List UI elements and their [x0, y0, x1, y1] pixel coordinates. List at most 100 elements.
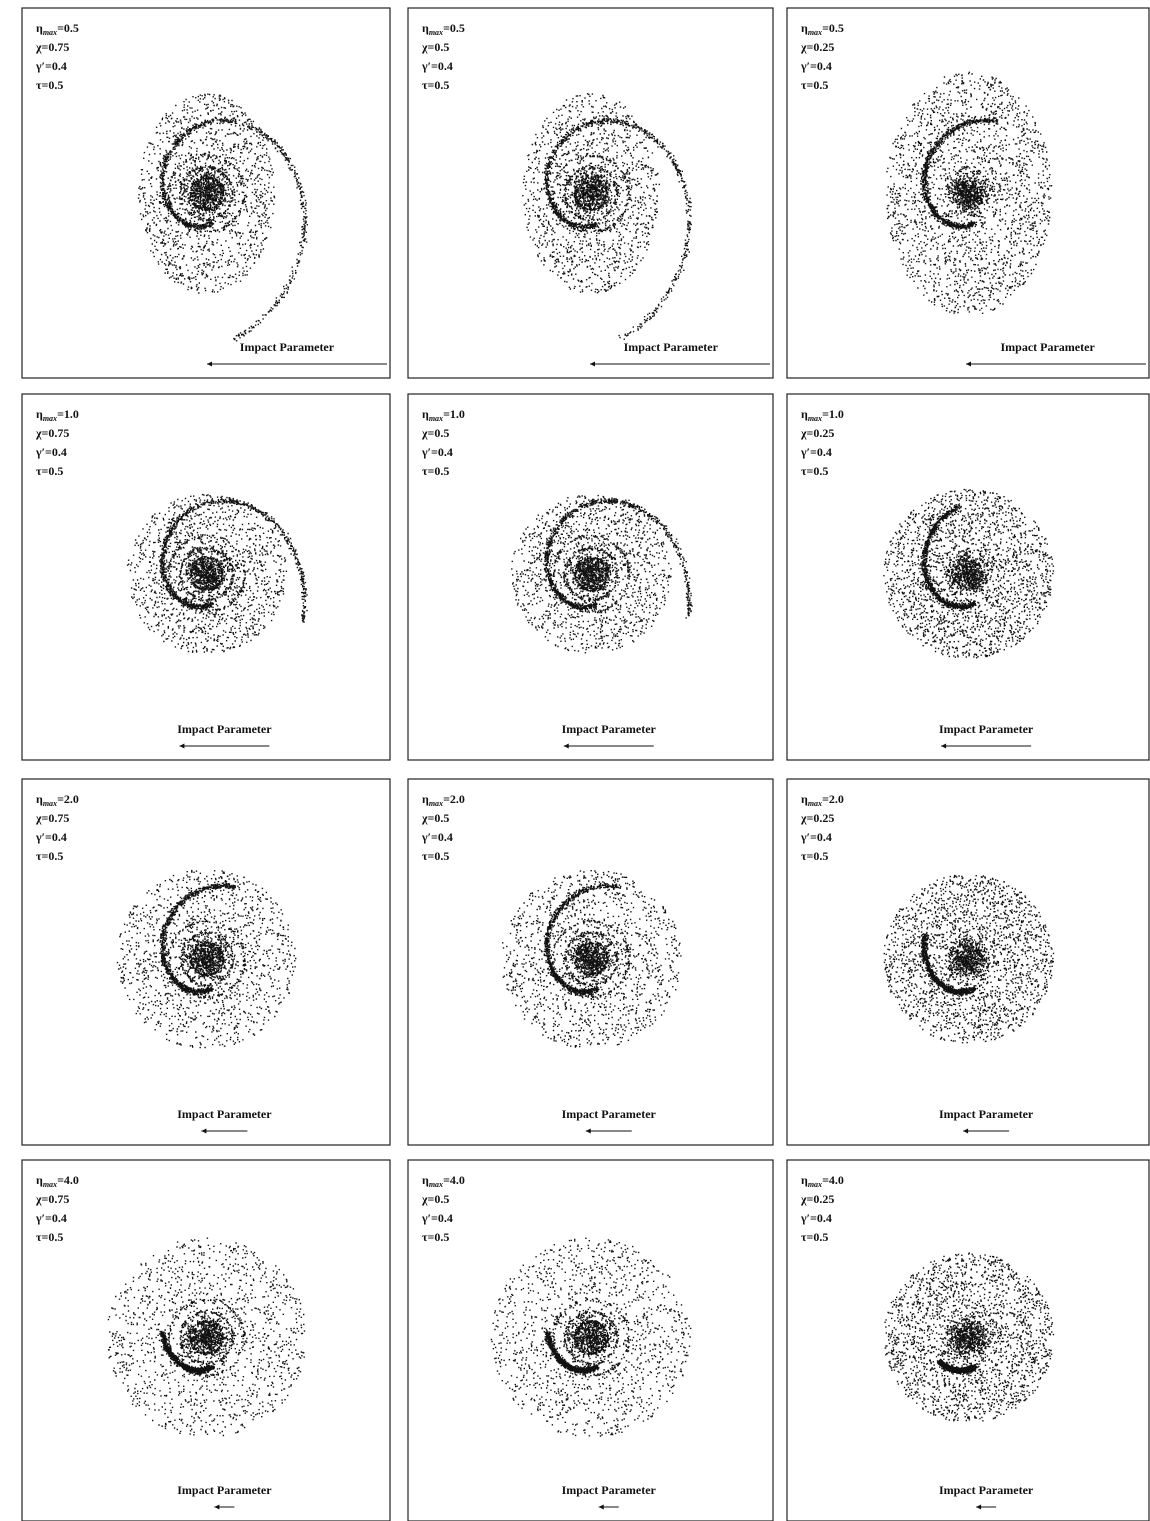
parameter-label: ηmax=0.5 — [422, 21, 465, 37]
parameter-symbol: γ′ — [35, 445, 45, 459]
parameter-value: =0.25 — [807, 426, 835, 440]
page: ηmax=0.5χ=0.75γ′=0.4τ=0.5Impact Paramete… — [0, 0, 1150, 1521]
parameter-label: χ=0.25 — [800, 40, 834, 54]
parameter-label: τ=0.5 — [801, 78, 828, 92]
parameter-value: =0.4 — [810, 1211, 832, 1225]
parameter-symbol: γ′ — [800, 1211, 810, 1225]
parameter-symbol: γ′ — [421, 445, 431, 459]
parameter-label: ηmax=1.0 — [801, 407, 844, 423]
parameter-value: =0.5 — [807, 1230, 829, 1244]
parameter-label: τ=0.5 — [801, 464, 828, 478]
parameter-symbol: γ′ — [35, 59, 45, 73]
parameter-symbol: γ′ — [421, 1211, 431, 1225]
scale-arrow — [214, 1505, 219, 1510]
parameter-label: χ=0.5 — [421, 1192, 449, 1206]
parameter-value: =0.4 — [810, 445, 832, 459]
particles — [491, 1238, 692, 1437]
parameter-value: =0.5 — [807, 78, 829, 92]
parameter-label: ηmax=0.5 — [801, 21, 844, 37]
parameter-label: ηmax=2.0 — [801, 792, 844, 808]
parameter-label: χ=0.75 — [35, 40, 69, 54]
parameter-value: =4.0 — [822, 1173, 844, 1187]
parameter-subscript: max — [808, 28, 822, 37]
parameter-subscript: max — [808, 414, 822, 423]
particles — [502, 870, 682, 1048]
scale-label: Impact Parameter — [1000, 340, 1095, 354]
scale-label: Impact Parameter — [939, 1483, 1034, 1497]
parameter-value: =0.5 — [57, 21, 79, 35]
parameter-value: =4.0 — [443, 1173, 465, 1187]
parameter-value: =0.5 — [42, 464, 64, 478]
parameter-label: χ=0.25 — [800, 426, 834, 440]
parameter-value: =0.4 — [431, 1211, 453, 1225]
particles — [886, 72, 1052, 314]
parameter-value: =0.5 — [42, 1230, 64, 1244]
parameter-subscript: max — [808, 799, 822, 808]
scale-label: Impact Parameter — [177, 1107, 272, 1121]
parameter-subscript: max — [429, 28, 443, 37]
parameter-value: =2.0 — [822, 792, 844, 806]
parameter-value: =0.5 — [428, 1192, 450, 1206]
parameter-label: ηmax=2.0 — [422, 792, 465, 808]
parameter-label: γ′=0.4 — [421, 830, 453, 844]
figure: ηmax=0.5χ=0.75γ′=0.4τ=0.5Impact Paramete… — [0, 0, 1150, 1521]
parameter-value: =0.25 — [807, 40, 835, 54]
parameter-value: =0.4 — [810, 59, 832, 73]
parameter-label: χ=0.75 — [35, 1192, 69, 1206]
parameter-value: =0.5 — [807, 464, 829, 478]
parameter-value: =0.4 — [45, 445, 67, 459]
parameter-label: γ′=0.4 — [421, 445, 453, 459]
parameter-value: =0.5 — [428, 78, 450, 92]
particles — [522, 93, 692, 340]
parameter-label: χ=0.5 — [421, 426, 449, 440]
parameter-value: =0.4 — [45, 59, 67, 73]
parameter-label: ηmax=2.0 — [36, 792, 79, 808]
parameter-label: χ=0.75 — [35, 811, 69, 825]
scale-label: Impact Parameter — [939, 722, 1034, 736]
parameter-value: =4.0 — [57, 1173, 79, 1187]
parameter-label: τ=0.5 — [422, 849, 449, 863]
parameter-symbol: γ′ — [800, 830, 810, 844]
panel: ηmax=4.0χ=0.75γ′=0.4τ=0.5Impact Paramete… — [22, 1160, 390, 1521]
scale-label: Impact Parameter — [939, 1107, 1034, 1121]
panel: ηmax=0.5χ=0.25γ′=0.4τ=0.5Impact Paramete… — [787, 8, 1149, 378]
parameter-symbol: γ′ — [421, 59, 431, 73]
parameter-value: =0.5 — [42, 78, 64, 92]
parameter-label: χ=0.25 — [800, 811, 834, 825]
parameter-value: =0.5 — [428, 811, 450, 825]
parameter-value: =0.5 — [807, 849, 829, 863]
parameter-value: =0.5 — [443, 21, 465, 35]
parameter-value: =0.75 — [42, 426, 70, 440]
parameter-label: τ=0.5 — [422, 78, 449, 92]
parameter-label: χ=0.5 — [421, 40, 449, 54]
parameter-value: =0.4 — [431, 59, 453, 73]
particles — [127, 494, 308, 653]
parameter-value: =0.4 — [45, 830, 67, 844]
parameter-label: ηmax=4.0 — [36, 1173, 79, 1189]
particles — [138, 94, 308, 342]
parameter-value: =0.75 — [42, 1192, 70, 1206]
scale-arrow — [941, 744, 946, 749]
parameter-subscript: max — [429, 1180, 443, 1189]
parameter-label: ηmax=4.0 — [801, 1173, 844, 1189]
panel: ηmax=4.0χ=0.5γ′=0.4τ=0.5Impact Parameter — [408, 1160, 773, 1521]
scale-arrow — [207, 362, 212, 367]
parameter-label: τ=0.5 — [36, 849, 63, 863]
parameter-value: =0.5 — [428, 464, 450, 478]
parameter-symbol: γ′ — [421, 830, 431, 844]
parameter-value: =0.5 — [428, 426, 450, 440]
parameter-value: =1.0 — [57, 407, 79, 421]
parameter-label: τ=0.5 — [36, 78, 63, 92]
scale-label: Impact Parameter — [562, 722, 657, 736]
parameter-value: =0.5 — [42, 849, 64, 863]
parameter-label: γ′=0.4 — [421, 1211, 453, 1225]
parameter-label: τ=0.5 — [801, 849, 828, 863]
parameter-symbol: γ′ — [800, 445, 810, 459]
parameter-subscript: max — [43, 414, 57, 423]
parameter-value: =1.0 — [443, 407, 465, 421]
